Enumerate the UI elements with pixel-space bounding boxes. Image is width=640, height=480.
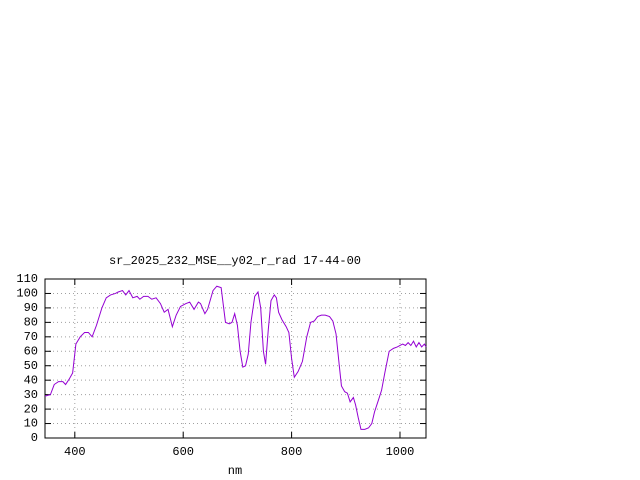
y-tick-label: 50 bbox=[24, 359, 38, 373]
chart-title: sr_2025_232_MSE__y02_r_rad 17-44-00 bbox=[109, 254, 361, 268]
y-tick-label: 40 bbox=[24, 373, 38, 387]
x-tick-label: 800 bbox=[281, 445, 303, 459]
y-tick-label: 60 bbox=[24, 344, 38, 358]
data-line bbox=[44, 285, 427, 430]
y-tick-label: 20 bbox=[24, 402, 38, 416]
x-axis-label: nm bbox=[228, 464, 242, 478]
y-tick-label: 90 bbox=[24, 301, 38, 315]
y-tick-label: 0 bbox=[31, 431, 38, 445]
y-tick-label: 110 bbox=[16, 272, 38, 286]
y-tick-label: 100 bbox=[16, 287, 38, 301]
x-tick-label: 400 bbox=[64, 445, 86, 459]
y-tick-label: 10 bbox=[24, 417, 38, 431]
x-tick-label: 1000 bbox=[386, 445, 415, 459]
y-tick-label: 70 bbox=[24, 330, 38, 344]
y-tick-label: 80 bbox=[24, 316, 38, 330]
x-tick-label: 600 bbox=[172, 445, 194, 459]
y-tick-label: 30 bbox=[24, 388, 38, 402]
plot-border bbox=[44, 278, 427, 439]
